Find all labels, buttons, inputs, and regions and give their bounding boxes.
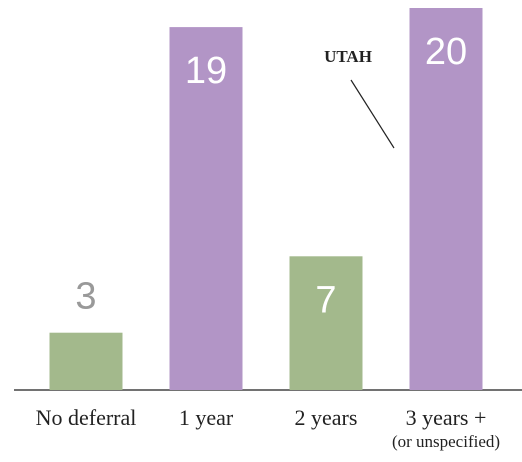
annotation: UTAH	[324, 47, 372, 66]
x-tick-label: No deferral	[36, 405, 137, 430]
x-tick-label: 2 years	[295, 405, 358, 430]
bar	[409, 8, 483, 390]
x-tick-note: (or unspecified)	[392, 432, 500, 451]
value-label: 19	[185, 50, 227, 92]
value-label: 20	[425, 31, 467, 73]
bar	[49, 332, 123, 390]
value-label: 3	[75, 276, 96, 318]
value-label: 7	[315, 279, 336, 321]
annotation-line	[350, 79, 395, 149]
bar	[289, 256, 363, 390]
x-tick-label: 3 years +	[406, 405, 487, 430]
bar	[169, 27, 243, 390]
x-tick-label: 1 year	[179, 405, 234, 430]
